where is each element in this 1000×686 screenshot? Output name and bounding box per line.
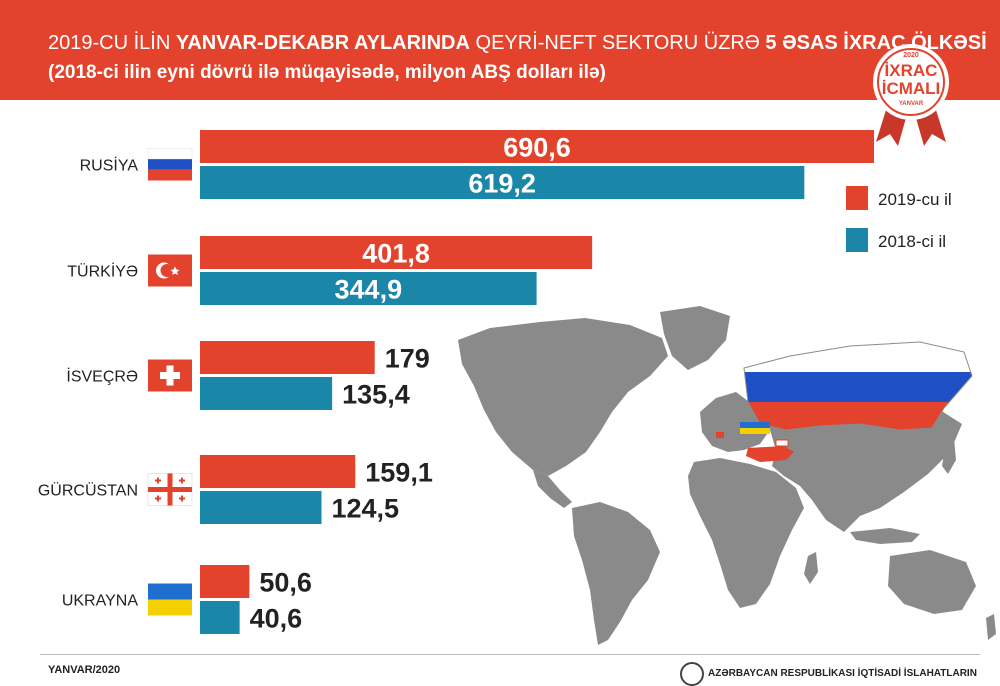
map-turkey [746, 446, 794, 462]
map-south-america [572, 502, 660, 645]
world-map [458, 306, 996, 645]
bar [200, 272, 537, 305]
map-ukraine [740, 422, 770, 434]
map-new-zealand [986, 614, 996, 640]
category-label: RUSİYA [80, 156, 139, 175]
bar-value-label: 124,5 [332, 494, 400, 524]
badge-line1: İXRAC [885, 61, 938, 80]
bar [200, 236, 593, 269]
badge-line2: İCMALI [882, 79, 941, 98]
map-africa [688, 458, 804, 608]
title-bold1: YANVAR-DEKABR AYLARINDA [175, 32, 470, 54]
badge-month: YANVAR [899, 101, 924, 107]
footer-organization: AZƏRBAYCAN RESPUBLİKASI İQTİSADİ İSLAHAT… [708, 668, 977, 679]
flag-icon [148, 254, 192, 287]
bar [200, 377, 333, 410]
legend-label-2018: 2018-ci il [878, 232, 946, 251]
bar-chart: RUSİYA 690,6 619,2 TÜRKİYƏ 401,8 344,9 İSVEÇRƏ… [38, 130, 996, 645]
bar-value-label: 179 [385, 344, 430, 374]
bar [200, 565, 250, 598]
bar [200, 130, 874, 163]
category-label: TÜRKİYƏ [67, 262, 138, 281]
title-part1: 2019-CU İLİN [48, 32, 176, 54]
title-bold2: 5 ƏSAS İXRAC ÖLKƏSİ [765, 32, 987, 54]
map-switzerland [716, 432, 724, 438]
map-north-america [458, 318, 668, 476]
bar-value-label: 619,2 [468, 169, 536, 199]
bar [200, 491, 322, 524]
flags-layer [147, 148, 193, 616]
legend-swatch-2018 [846, 228, 868, 252]
map-central-america [533, 470, 572, 508]
bar-value-label: 159,1 [365, 458, 433, 488]
bar-value-label: 344,9 [335, 275, 403, 305]
bar-value-label: 40,6 [250, 604, 303, 634]
map-asia [752, 398, 962, 532]
bar-value-label: 401,8 [362, 239, 430, 269]
bar [200, 341, 375, 374]
map-russia [744, 342, 972, 430]
footer-divider [40, 654, 980, 655]
org-logo-icon [680, 662, 704, 686]
category-label: GÜRCÜSTAN [38, 482, 138, 500]
flag-icon [148, 359, 192, 392]
page-subtitle: (2018-ci ilin eyni dövrü ilə müqayisədə,… [48, 62, 606, 83]
map-madagascar [804, 552, 818, 584]
legend-label-2019: 2019-cu il [878, 190, 952, 209]
map-greenland [660, 306, 730, 370]
map-georgia [775, 439, 789, 447]
bar [200, 601, 240, 634]
bar-value-label: 690,6 [503, 133, 571, 163]
flag-icon [148, 583, 192, 616]
bar-value-label: 135,4 [342, 380, 410, 410]
page-title: 2019-CU İLİN YANVAR-DEKABR AYLARINDA QEY… [48, 32, 987, 55]
map-indonesia [850, 528, 920, 544]
footer-date: YANVAR/2020 [48, 664, 121, 676]
bars-layer: RUSİYA 690,6 619,2 TÜRKİYƏ 401,8 344,9 İSVEÇRƏ… [38, 130, 874, 634]
map-japan [942, 438, 956, 474]
bar [200, 166, 805, 199]
title-part2: QEYRİ-NEFT SEKTORU ÜZRƏ [469, 32, 766, 54]
badge-year: 2020 [903, 52, 919, 59]
header-banner [0, 0, 1000, 100]
category-label: UKRAYNA [62, 593, 138, 610]
map-australia [888, 550, 976, 614]
legend-swatch-2019 [846, 186, 868, 210]
export-review-badge: 2020 İXRAC İCMALI YANVAR [873, 44, 949, 146]
bar-value-label: 50,6 [259, 568, 312, 598]
flag-icon [147, 148, 193, 181]
bar [200, 455, 356, 488]
legend: 2019-cu il 2018-ci il [846, 186, 952, 252]
flag-icon [147, 473, 193, 506]
category-label: İSVEÇRƏ [66, 367, 138, 386]
